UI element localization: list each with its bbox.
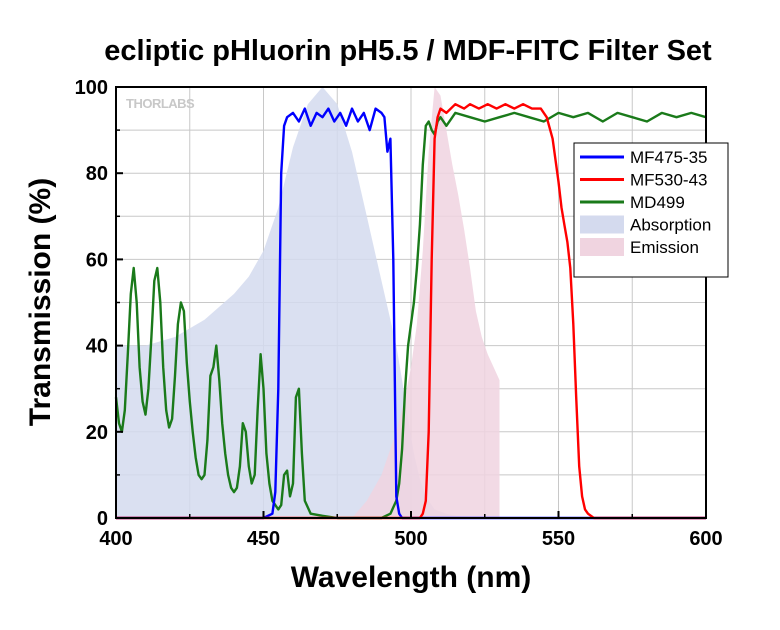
- y-tick-label: 40: [86, 336, 108, 358]
- legend-label: MF475-35: [630, 148, 707, 167]
- y-tick-label: 60: [86, 249, 108, 271]
- x-tick-label: 600: [689, 528, 722, 550]
- watermark-logo: THORLABS: [126, 96, 195, 111]
- y-axis-label: Transmission (%): [24, 178, 57, 426]
- area-emission: [352, 87, 500, 518]
- series-line-mf475-35: [116, 107, 706, 520]
- x-tick-labels: 400 450 500 550 600: [99, 528, 722, 550]
- legend-label: MD499: [630, 193, 685, 212]
- legend-label: Emission: [630, 238, 699, 257]
- series-line-md499: [114, 111, 707, 520]
- x-tick-label: 500: [394, 528, 427, 550]
- series-line-mf530-43: [116, 102, 706, 520]
- x-tick-label: 400: [99, 528, 132, 550]
- legend-swatch: [580, 238, 624, 256]
- chart-title: ecliptic pHluorin pH5.5 / MDF-FITC Filte…: [104, 35, 712, 67]
- y-tick-label: 80: [86, 163, 108, 185]
- axis-ticks: [115, 86, 707, 519]
- legend-swatch: [580, 215, 624, 234]
- y-tick-labels: 0 20 40 60 80 100: [75, 77, 108, 530]
- legend-label: Absorption: [630, 216, 711, 235]
- y-tick-label: 20: [86, 422, 108, 444]
- x-tick-label: 550: [542, 528, 575, 550]
- x-tick-label: 450: [247, 528, 280, 550]
- legend: MF475-35 MF530-43 MD499 Absorption Emission: [573, 142, 729, 278]
- legend-label: MF530-43: [630, 171, 707, 190]
- line-series: [114, 102, 707, 520]
- x-axis-label: Wavelength (nm): [291, 561, 532, 594]
- y-tick-label: 100: [75, 77, 108, 99]
- y-tick-label: 0: [97, 508, 108, 530]
